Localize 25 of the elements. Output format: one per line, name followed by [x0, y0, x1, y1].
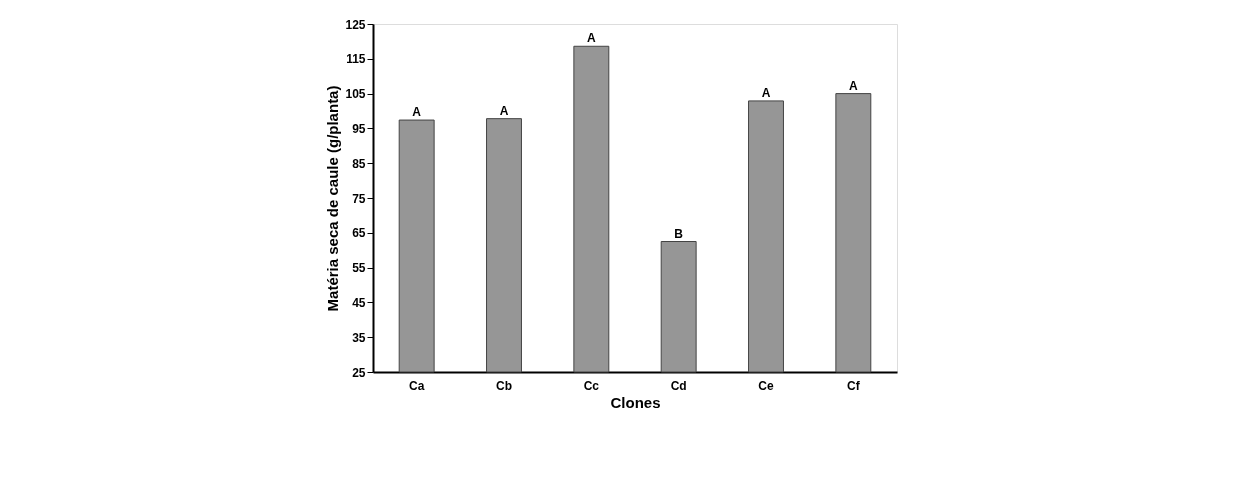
x-tick-label: Ca	[408, 378, 425, 393]
y-tick-label: 105	[345, 87, 366, 102]
y-tick-label: 75	[352, 191, 366, 206]
y-tick-label: 65	[352, 226, 366, 241]
annotation: A	[849, 78, 858, 93]
y-tick-label: 95	[352, 121, 366, 136]
x-tick-label: Cb	[496, 378, 512, 393]
y-tick-label: 45	[352, 295, 366, 310]
annotation: A	[761, 85, 771, 100]
y-tick-label: 85	[352, 156, 366, 171]
x-tick-label: Cd	[670, 378, 687, 393]
y-tick-label: 35	[352, 330, 366, 345]
annotation: A	[587, 31, 596, 46]
annotation: B	[674, 226, 684, 241]
x-tick-label: Ce	[758, 378, 774, 393]
annotation: A	[499, 103, 509, 118]
y-axis-title: Matéria seca de caule (g/planta)	[324, 85, 342, 312]
y-tick-label: 55	[352, 261, 366, 276]
y-tick-label: 25	[352, 365, 366, 380]
x-axis-title: Clones	[610, 393, 661, 411]
x-tick-label: Cf	[847, 378, 861, 393]
annotation: A	[412, 105, 422, 120]
y-tick-label: 125	[345, 17, 366, 32]
y-tick-label: 115	[346, 52, 366, 67]
x-tick-label: Cc	[583, 378, 600, 393]
